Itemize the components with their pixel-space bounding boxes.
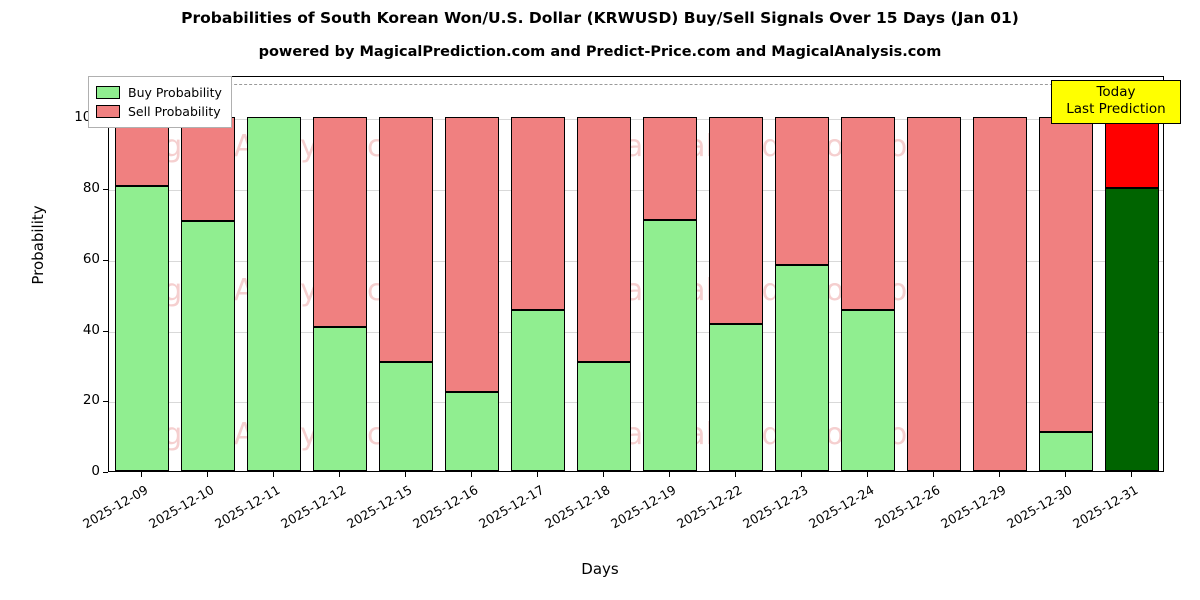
bar-segment-buy bbox=[444, 392, 500, 471]
grid-line bbox=[109, 331, 1163, 333]
legend-swatch-sell bbox=[96, 105, 120, 118]
bar-column bbox=[1038, 77, 1094, 471]
bar-segment-buy bbox=[576, 362, 632, 471]
bar-segment-buy bbox=[180, 221, 236, 471]
bar-segment-sell bbox=[840, 117, 896, 311]
bar-column bbox=[576, 77, 632, 471]
y-tick-mark bbox=[103, 259, 108, 261]
x-tick-mark bbox=[207, 472, 208, 477]
bar-segment-sell bbox=[180, 117, 236, 222]
y-tick-label: 60 bbox=[82, 250, 100, 267]
page-title: Probabilities of South Korean Won/U.S. D… bbox=[181, 9, 1019, 27]
bar-segment-sell bbox=[576, 117, 632, 363]
bar-segment-buy bbox=[246, 117, 302, 471]
x-axis-label: Days bbox=[581, 560, 619, 578]
reference-line bbox=[109, 84, 1163, 86]
bar-segment-buy bbox=[708, 323, 764, 471]
bar-segment-buy bbox=[510, 310, 566, 471]
x-tick-mark bbox=[537, 472, 538, 477]
today-annotation-line1: Today bbox=[1096, 84, 1136, 100]
x-tick-mark bbox=[273, 472, 274, 477]
bar-segment-sell bbox=[906, 117, 962, 471]
x-tick-mark bbox=[867, 472, 868, 477]
bar-segment-sell bbox=[444, 117, 500, 393]
x-tick-mark bbox=[405, 472, 406, 477]
bar-column bbox=[378, 77, 434, 471]
y-tick-label: 0 bbox=[91, 463, 100, 479]
bar-column bbox=[444, 77, 500, 471]
y-tick-label: 20 bbox=[82, 392, 100, 409]
bar-segment-sell bbox=[312, 117, 368, 328]
bar-segment-buy bbox=[774, 264, 830, 471]
y-tick-mark bbox=[103, 401, 108, 403]
bar-column bbox=[972, 77, 1028, 471]
bar-segment-buy bbox=[1038, 431, 1094, 471]
x-tick-mark bbox=[1065, 472, 1066, 477]
x-tick-mark bbox=[1131, 472, 1132, 477]
chart-legend: Buy Probability Sell Probability bbox=[88, 76, 232, 128]
bar-column bbox=[510, 77, 566, 471]
bar-segment-buy bbox=[312, 327, 368, 471]
bar-column bbox=[312, 77, 368, 471]
today-annotation: Today Last Prediction bbox=[1051, 80, 1181, 124]
bar-column bbox=[1104, 77, 1160, 471]
bar-segment-sell bbox=[774, 117, 830, 265]
x-tick-mark bbox=[999, 472, 1000, 477]
bar-segment-sell bbox=[1038, 117, 1094, 432]
legend-item-buy: Buy Probability bbox=[96, 83, 222, 102]
bar-segment-buy bbox=[114, 186, 170, 471]
plot-area: MagicalAnalysis.comMagicalPrediction.com… bbox=[108, 76, 1164, 472]
x-tick-mark bbox=[933, 472, 934, 477]
y-axis-label: Probability bbox=[29, 205, 47, 285]
grid-line bbox=[109, 260, 1163, 262]
y-tick-label: 40 bbox=[82, 321, 100, 338]
bar-segment-sell bbox=[1104, 117, 1160, 189]
today-annotation-line2: Last Prediction bbox=[1066, 101, 1166, 117]
x-tick-mark bbox=[339, 472, 340, 477]
legend-label-buy: Buy Probability bbox=[128, 85, 222, 100]
x-tick-mark bbox=[801, 472, 802, 477]
grid-line bbox=[109, 190, 1163, 192]
legend-item-sell: Sell Probability bbox=[96, 102, 222, 121]
bar-segment-buy bbox=[840, 310, 896, 471]
bar-column bbox=[642, 77, 698, 471]
bar-column bbox=[774, 77, 830, 471]
bar-segment-sell bbox=[708, 117, 764, 324]
x-tick-mark bbox=[603, 472, 604, 477]
bar-column bbox=[708, 77, 764, 471]
x-tick-mark bbox=[669, 472, 670, 477]
bar-column bbox=[114, 77, 170, 471]
bar-column bbox=[180, 77, 236, 471]
grid-line bbox=[109, 402, 1163, 404]
bar-segment-sell bbox=[378, 117, 434, 363]
y-tick-mark bbox=[103, 189, 108, 191]
x-tick-mark bbox=[141, 472, 142, 477]
x-tick-mark bbox=[471, 472, 472, 477]
legend-swatch-buy bbox=[96, 86, 120, 99]
legend-label-sell: Sell Probability bbox=[128, 104, 221, 119]
bar-segment-sell bbox=[972, 117, 1028, 471]
y-tick-mark bbox=[103, 330, 108, 332]
bar-segment-buy bbox=[1104, 188, 1160, 471]
x-tick-mark bbox=[735, 472, 736, 477]
bar-column bbox=[840, 77, 896, 471]
chart-subtitle: powered by MagicalPrediction.com and Pre… bbox=[258, 44, 942, 60]
bar-segment-buy bbox=[642, 219, 698, 471]
grid-line bbox=[109, 119, 1163, 121]
bar-segment-sell bbox=[510, 117, 566, 311]
y-tick-label: 80 bbox=[82, 180, 100, 197]
y-tick-mark bbox=[103, 472, 108, 473]
bar-segment-buy bbox=[378, 362, 434, 471]
bar-segment-sell bbox=[642, 117, 698, 220]
bar-column bbox=[246, 77, 302, 471]
bar-column bbox=[906, 77, 962, 471]
